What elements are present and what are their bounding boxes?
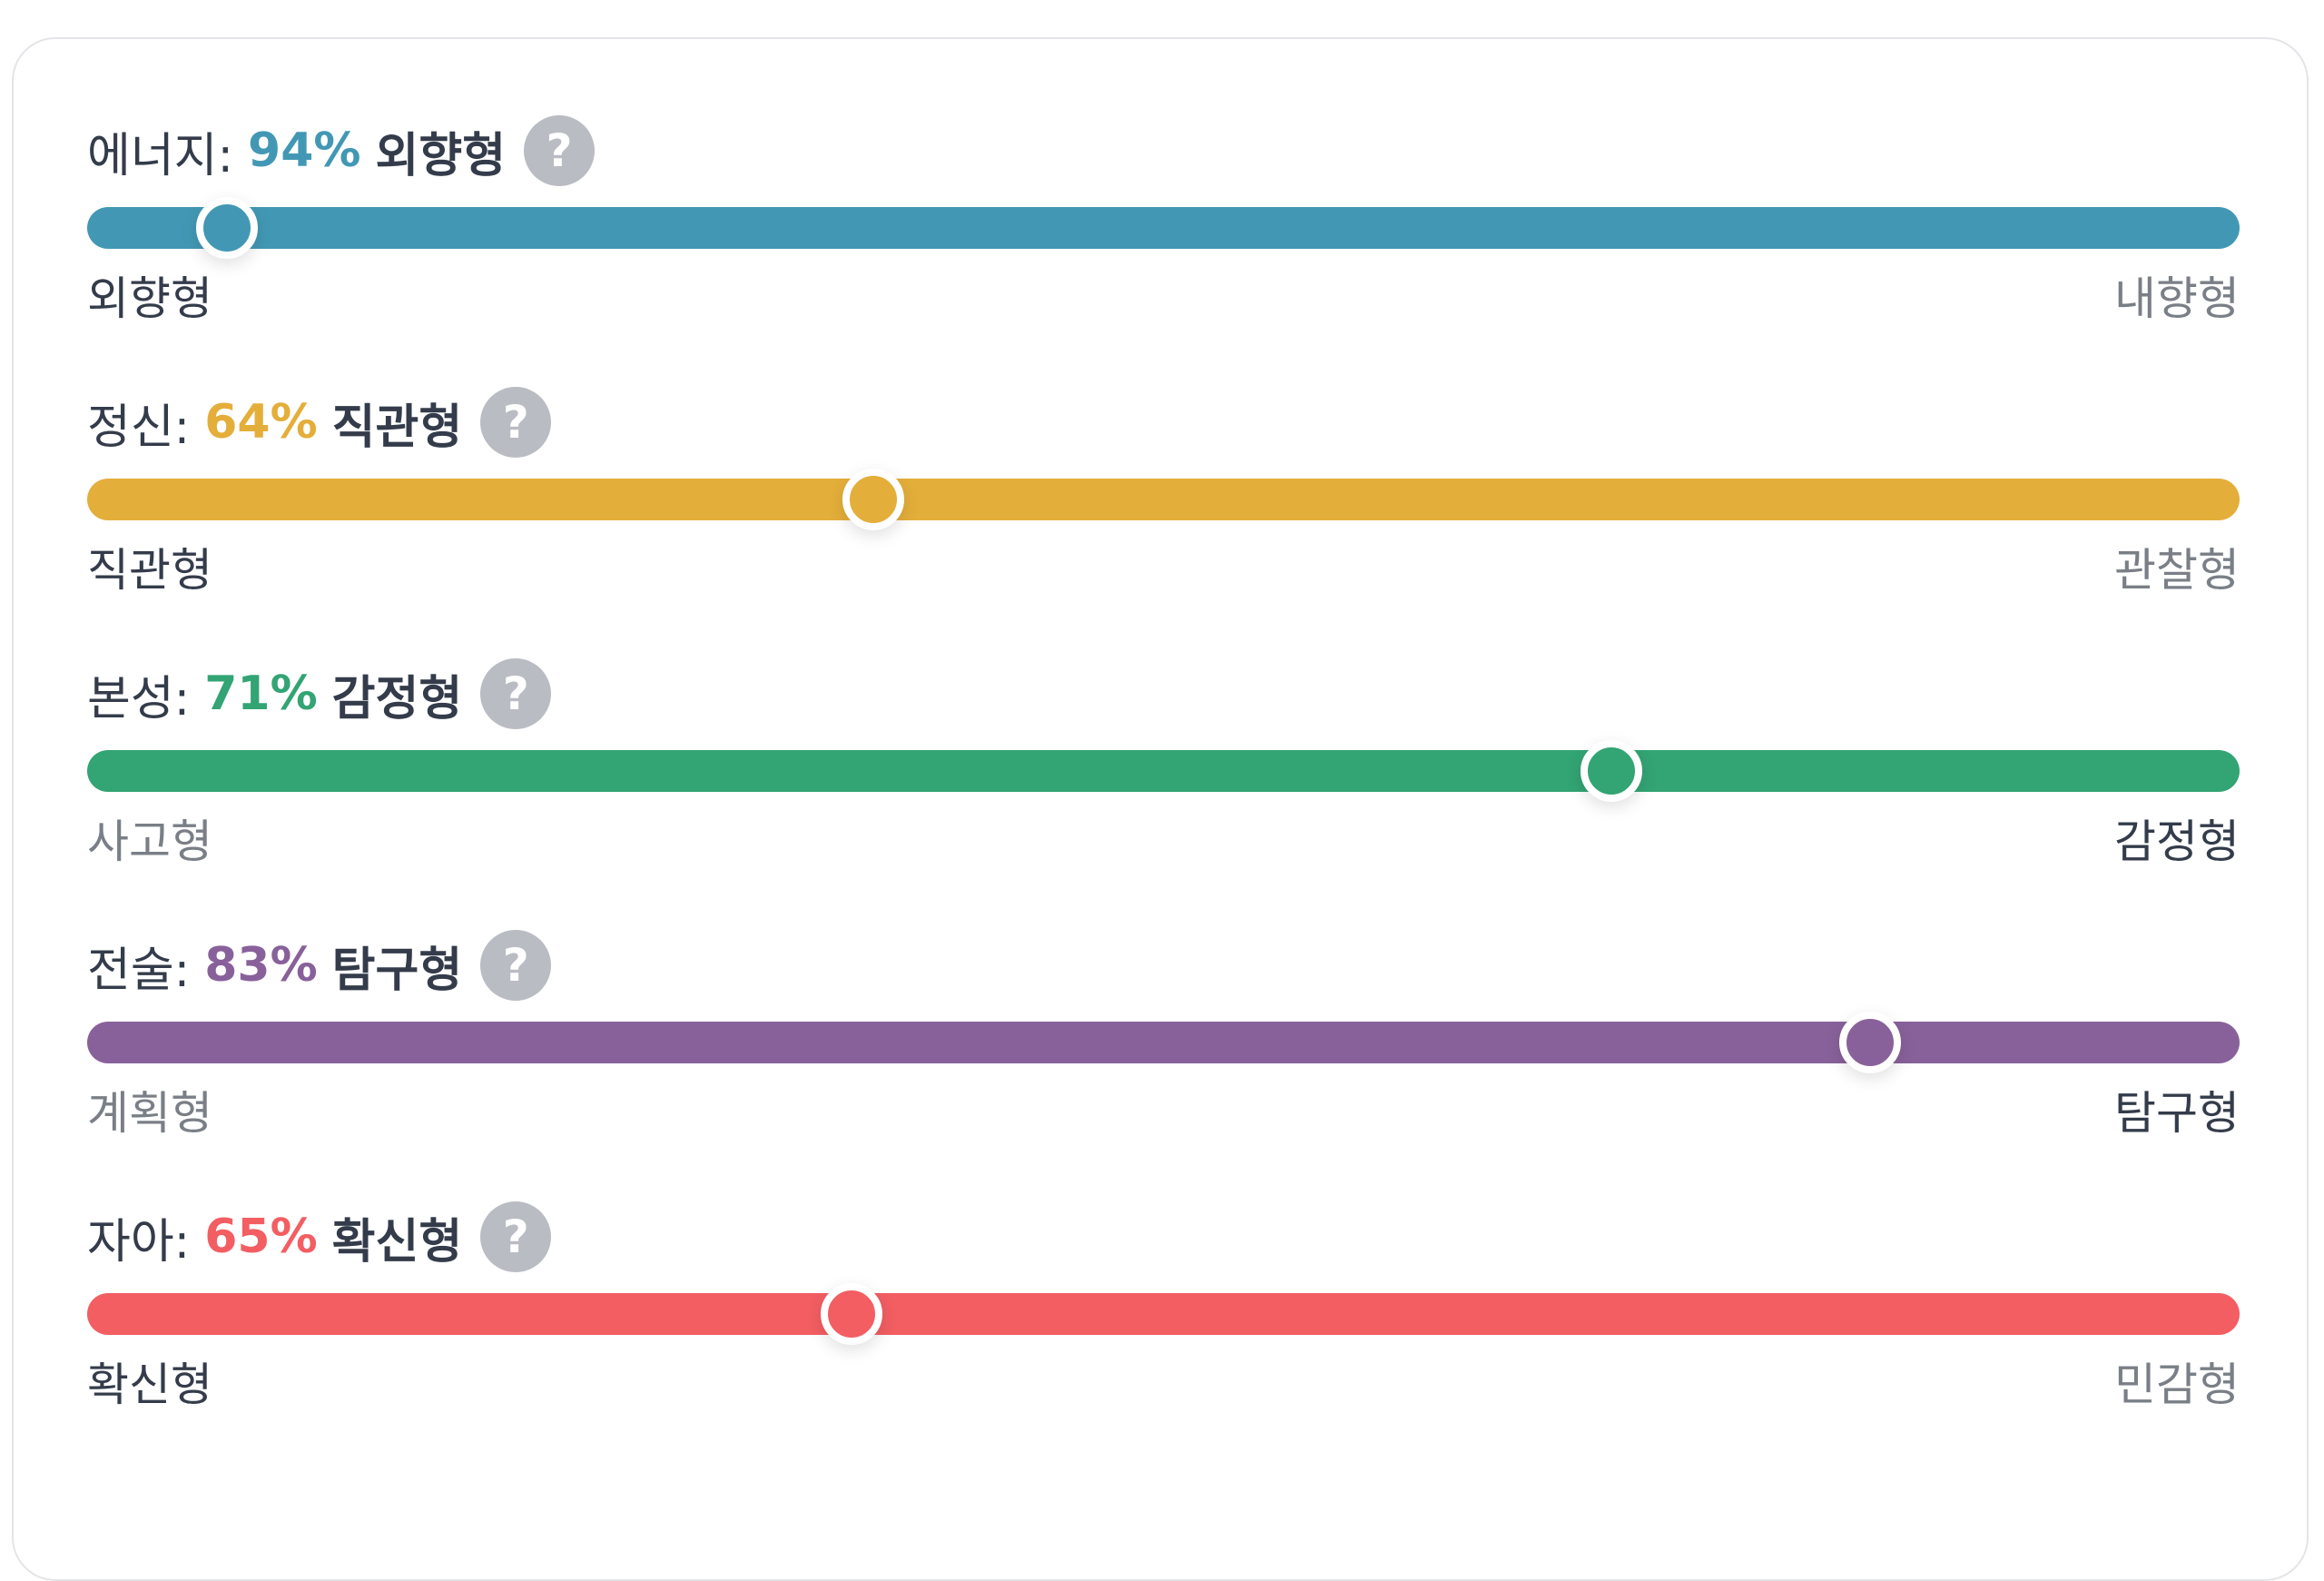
question-mark-icon[interactable]: ? <box>480 1201 552 1272</box>
trait-category: 본성: <box>87 671 191 726</box>
trait-title: 전술: 83% 탐구형 ? <box>87 929 552 1002</box>
trait-left-label: 사고형 <box>87 815 212 868</box>
trait-slider-track <box>87 1283 2240 1345</box>
trait-result: 확신형 <box>331 1214 463 1270</box>
trait-slider-track <box>87 469 2240 530</box>
trait-percent: 94% <box>248 124 361 178</box>
trait-result: 직관형 <box>331 400 463 455</box>
trait-category: 자아: <box>87 1214 191 1270</box>
trait-right-label: 감정형 <box>2114 815 2240 868</box>
trait-left-label: 외향형 <box>87 272 212 325</box>
trait-percent: 65% <box>204 1210 318 1264</box>
trait-right-label: 탐구형 <box>2114 1087 2240 1140</box>
trait-title: 정신: 64% 직관형 ? <box>87 386 552 459</box>
personality-traits-card: 에너지: 94% 외향형 ? 외향형 내향형 정신: 64% 직관형 ? 직관형… <box>12 37 2309 1581</box>
trait-right-label: 내향형 <box>2114 272 2240 325</box>
trait-right-label: 민감형 <box>2114 1359 2240 1411</box>
trait-slider-track <box>87 740 2240 802</box>
question-mark-icon[interactable]: ? <box>524 115 596 186</box>
trait-percent: 71% <box>204 667 318 721</box>
trait-category: 에너지: <box>87 128 234 183</box>
trait-slider-track <box>87 197 2240 259</box>
trait-percent: 64% <box>204 395 318 450</box>
question-mark-icon[interactable]: ? <box>480 387 552 458</box>
trait-right-label: 관찰형 <box>2114 544 2240 597</box>
trait-category: 전술: <box>87 943 191 998</box>
trait-result: 감정형 <box>331 671 463 726</box>
trait-title: 자아: 65% 확신형 ? <box>87 1201 552 1273</box>
trait-category: 정신: <box>87 400 191 455</box>
trait-slider-knob[interactable] <box>820 1283 882 1345</box>
trait-slider-knob[interactable] <box>842 469 904 530</box>
question-mark-icon[interactable]: ? <box>480 930 552 1001</box>
trait-result: 탐구형 <box>331 943 463 998</box>
trait-row: 에너지: 94% 외향형 ? 외향형 내향형 <box>87 114 2240 386</box>
trait-percent: 83% <box>204 938 318 993</box>
trait-slider-knob[interactable] <box>1838 1012 1901 1073</box>
trait-left-label: 계획형 <box>87 1087 212 1140</box>
trait-slider-track <box>87 1012 2240 1073</box>
trait-title: 에너지: 94% 외향형 ? <box>87 114 596 187</box>
trait-result: 외향형 <box>375 128 507 183</box>
trait-slider-knob[interactable] <box>1581 740 1643 802</box>
trait-row: 정신: 64% 직관형 ? 직관형 관찰형 <box>87 386 2240 657</box>
trait-row: 본성: 71% 감정형 ? 사고형 감정형 <box>87 657 2240 929</box>
trait-left-label: 직관형 <box>87 544 212 597</box>
question-mark-icon[interactable]: ? <box>480 658 552 729</box>
trait-row: 자아: 65% 확신형 ? 확신형 민감형 <box>87 1201 2240 1472</box>
trait-row: 전술: 83% 탐구형 ? 계획형 탐구형 <box>87 929 2240 1201</box>
trait-left-label: 확신형 <box>87 1359 212 1411</box>
trait-slider-knob[interactable] <box>196 197 259 259</box>
trait-title: 본성: 71% 감정형 ? <box>87 657 552 730</box>
